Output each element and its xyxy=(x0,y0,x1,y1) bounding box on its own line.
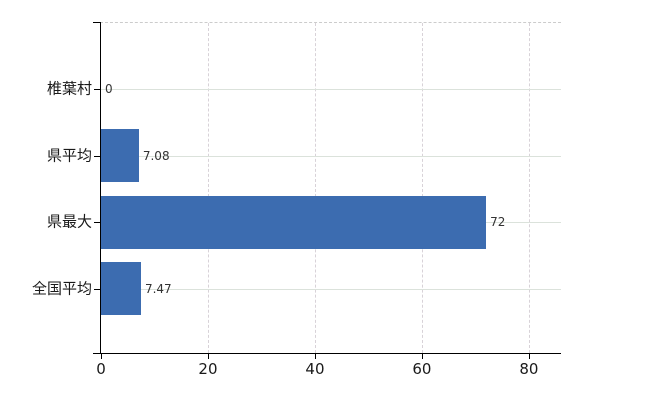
x-tick-label: 40 xyxy=(305,360,325,378)
category-label: 県最大 xyxy=(46,212,92,231)
x-axis-tick xyxy=(421,353,423,359)
bar xyxy=(101,262,141,316)
category-label: 県平均 xyxy=(46,146,92,165)
bar xyxy=(101,195,487,249)
y-axis-tick xyxy=(94,288,101,290)
v-gridline xyxy=(421,23,423,353)
bar xyxy=(101,129,139,183)
y-axis-tick xyxy=(94,89,101,91)
v-gridline xyxy=(528,23,530,353)
y-axis-tick xyxy=(94,222,101,224)
value-label: 0 xyxy=(105,82,113,97)
y-axis-tick xyxy=(94,155,101,157)
value-label: 72 xyxy=(490,215,506,230)
x-axis-tick xyxy=(101,353,102,359)
y-axis-top-tick xyxy=(93,22,101,23)
v-gridline xyxy=(207,23,209,353)
category-gridline xyxy=(101,155,561,157)
value-label: 7.47 xyxy=(144,281,172,296)
category-label: 椎葉村 xyxy=(46,79,92,98)
category-gridline xyxy=(101,89,561,91)
x-axis-tick xyxy=(528,353,530,359)
x-axis-tick xyxy=(314,353,316,359)
category-gridline xyxy=(101,288,561,290)
x-tick-label: 60 xyxy=(412,360,432,378)
x-tick-label: 0 xyxy=(96,360,106,378)
value-label: 7.08 xyxy=(142,148,170,163)
v-gridline xyxy=(314,23,316,353)
x-axis-tick xyxy=(207,353,209,359)
x-tick-label: 80 xyxy=(519,360,539,378)
x-tick-label: 20 xyxy=(198,360,218,378)
category-label: 全国平均 xyxy=(31,279,92,298)
plot-area: 0 椎葉村 7.08 県平均 72 県最大 7.47 全国平均 0 20 40 60 80 xyxy=(32,22,561,377)
x-axis-line xyxy=(93,353,561,354)
